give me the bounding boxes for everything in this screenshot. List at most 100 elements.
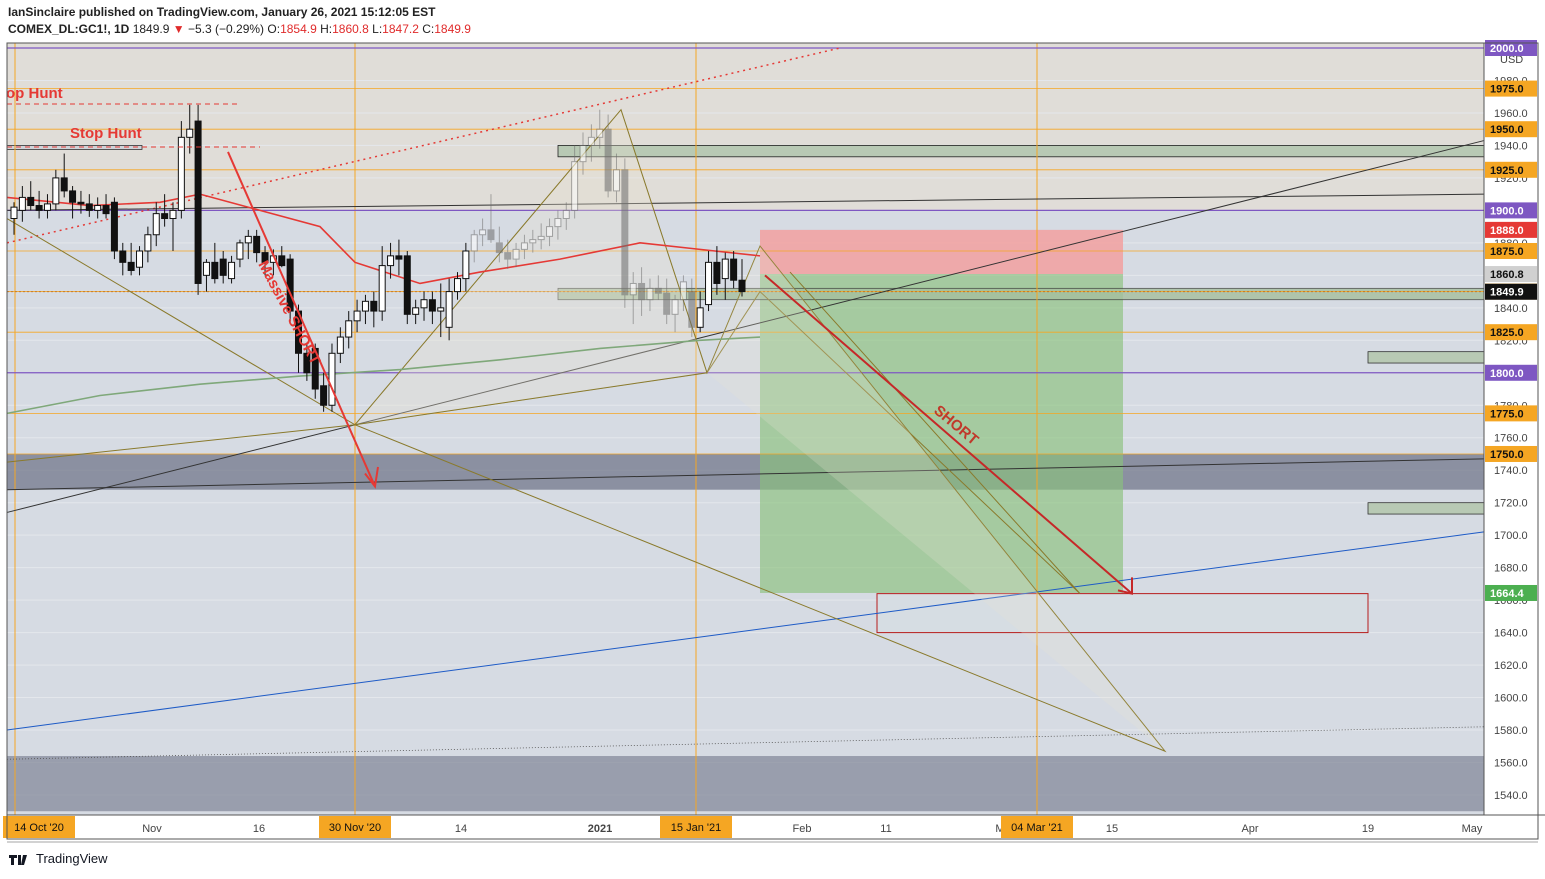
candle <box>119 242 127 276</box>
candle <box>646 278 654 312</box>
candle <box>236 239 244 268</box>
candle <box>261 246 269 276</box>
candle-body-up <box>18 196 26 211</box>
candle <box>604 114 612 198</box>
candle-body-up <box>554 218 562 228</box>
candle <box>85 194 93 217</box>
candle <box>202 259 210 292</box>
price-label: 1950.0 <box>1490 124 1524 136</box>
price-label: 1975.0 <box>1490 84 1524 96</box>
x-tick-label: Feb <box>793 823 812 835</box>
candle <box>479 218 487 247</box>
candle-body-up <box>679 281 687 301</box>
y-tick-label: 1540.0 <box>1494 790 1528 802</box>
candle-body-down <box>35 205 43 211</box>
candle-body-down <box>303 352 311 374</box>
x-tick-label: 2021 <box>588 823 612 835</box>
candle <box>428 291 436 325</box>
candle-body-down <box>77 201 85 205</box>
x-tick-label: May <box>1462 823 1483 835</box>
massive-short-arrow <box>227 151 376 487</box>
candle-body-down <box>320 385 328 406</box>
candle-body-down <box>730 258 738 281</box>
low-label: L: <box>372 22 383 36</box>
candle-body-up <box>705 261 713 306</box>
candle-body-up <box>136 250 144 268</box>
price-label: 1825.0 <box>1490 327 1524 339</box>
candle <box>579 132 587 175</box>
candle <box>629 272 637 325</box>
publish-info: IanSinclaire published on TradingView.co… <box>8 5 436 19</box>
candle <box>244 229 252 260</box>
candle <box>512 242 520 268</box>
candle-body-up <box>612 169 620 192</box>
candle-body-down <box>370 300 378 312</box>
candle <box>470 229 478 263</box>
candle <box>152 202 160 247</box>
close-label: C: <box>422 22 435 36</box>
candle <box>211 242 219 284</box>
candle <box>453 272 461 300</box>
open-value: 1854.9 <box>280 22 317 36</box>
y-tick-label: 1760.0 <box>1494 433 1528 445</box>
candle <box>596 109 604 149</box>
candle-body-down <box>428 299 436 312</box>
price-label-bg <box>1485 242 1537 259</box>
candle <box>303 343 311 381</box>
candle <box>721 252 729 300</box>
candle <box>18 186 26 222</box>
candle <box>403 250 411 325</box>
candle <box>378 246 386 321</box>
profit-zone <box>760 274 1123 593</box>
harmonic-fill-2 <box>707 246 1165 752</box>
trendline-lower <box>6 458 1485 491</box>
candle <box>520 234 528 260</box>
candle-body-up <box>202 261 210 276</box>
y-tick-label: 1620.0 <box>1494 660 1528 672</box>
candle <box>537 223 545 250</box>
resistance-box <box>557 145 1485 158</box>
candle-body-up <box>546 226 554 237</box>
candle <box>353 299 361 333</box>
candle-body-up <box>579 144 587 163</box>
candle <box>370 291 378 328</box>
tradingview-logo-icon <box>9 854 27 865</box>
candle <box>495 226 503 263</box>
high-label: H: <box>320 22 333 36</box>
candle-body-up <box>479 229 487 236</box>
price-label-bg <box>1485 584 1537 601</box>
y-tick-label: 1700.0 <box>1494 530 1528 542</box>
candle-body-down <box>604 128 612 192</box>
candle-body-down <box>102 205 110 215</box>
price-label: 1900.0 <box>1490 205 1524 217</box>
candle-body-up <box>244 235 252 244</box>
candle <box>177 121 185 219</box>
candle-body-down <box>119 250 127 263</box>
x-tick-label: Apr <box>1241 823 1258 835</box>
candle <box>186 104 194 154</box>
ma-50-line <box>6 193 761 285</box>
candle-body-up <box>537 235 545 241</box>
y-tick-label: 1940.0 <box>1494 140 1528 152</box>
candle <box>437 283 445 338</box>
y-tick-label: 1580.0 <box>1494 725 1528 737</box>
y-tick-label: 1640.0 <box>1494 628 1528 640</box>
candle <box>420 291 428 321</box>
candle <box>738 259 746 297</box>
price-label-bg <box>1485 80 1537 97</box>
box-1810 <box>1367 351 1485 364</box>
candle <box>546 218 554 247</box>
footer-brand: TradingView <box>36 851 108 866</box>
candle-body-up <box>52 177 60 205</box>
x-tick-label: 30 Nov '20 <box>329 822 381 834</box>
price-label: 1849.9 <box>1490 287 1524 299</box>
candle <box>696 291 704 333</box>
candle-body-up <box>10 206 18 220</box>
candle-body-up <box>512 248 520 260</box>
close-value: 1849.9 <box>434 22 471 36</box>
y-tick-label: 1680.0 <box>1494 563 1528 575</box>
candle <box>144 226 152 263</box>
candle-body-up <box>228 261 236 280</box>
candle <box>127 242 135 276</box>
